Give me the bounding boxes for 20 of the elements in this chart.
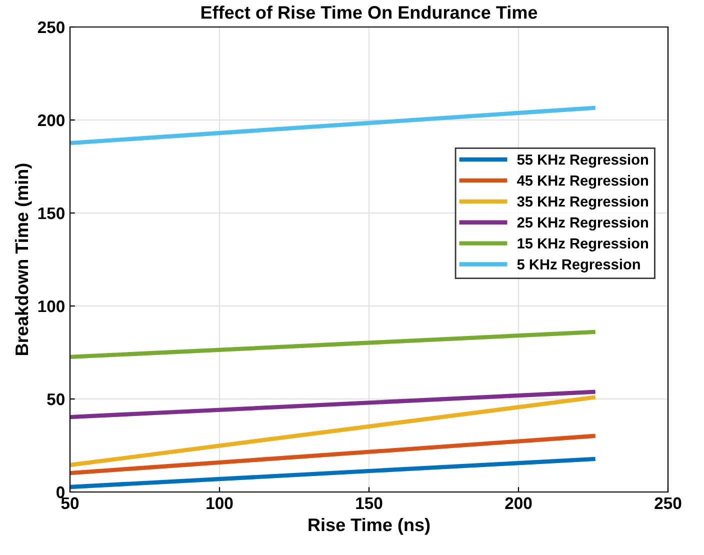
x-tick-label: 200 bbox=[505, 497, 532, 510]
x-tick-label: 100 bbox=[206, 497, 233, 510]
y-tick-label: 50 bbox=[47, 393, 64, 406]
legend-label: 15 KHz Regression bbox=[518, 238, 648, 252]
y-tick-label: 100 bbox=[38, 300, 64, 312]
legend-label: 35 KHz Regression bbox=[517, 196, 648, 210]
y-tick-label: 150 bbox=[38, 207, 64, 220]
x-tick-label: 50 bbox=[61, 497, 79, 510]
y-axis-title: Breakdown Time (min) bbox=[14, 164, 32, 355]
legend-label: 5 KHz Regression bbox=[517, 258, 640, 272]
chart-title: Effect of Rise Time On Endurance Time bbox=[201, 6, 538, 19]
y-tick-label: 250 bbox=[38, 21, 64, 34]
y-tick-label: 200 bbox=[38, 114, 64, 126]
y-tick-label: 0 bbox=[56, 486, 64, 498]
legend-label: 25 KHz Regression bbox=[517, 216, 648, 231]
legend-label: 45 KHz Regression bbox=[517, 175, 648, 189]
x-tick-label: 150 bbox=[356, 497, 382, 510]
x-axis-title: Rise Time (ns) bbox=[308, 518, 430, 535]
x-tick-label: 250 bbox=[654, 497, 682, 510]
legend-label: 55 KHz Regression bbox=[517, 154, 648, 168]
